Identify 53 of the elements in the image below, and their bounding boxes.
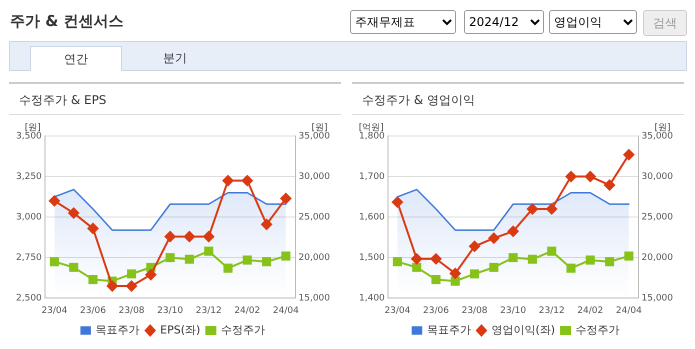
y-tick-label: 1,400: [359, 294, 386, 304]
y-tick-label: 2,500: [16, 294, 42, 304]
x-tick-label: 23/12: [196, 306, 222, 316]
text: 주가 & 컨센서스: [10, 12, 124, 31]
legend-label: 영업이익(좌): [491, 323, 556, 336]
y2-tick-label: 25,000: [642, 212, 674, 222]
y-axis-title: [원]: [24, 122, 41, 133]
text: 연간: [30, 46, 122, 71]
y-tick-label: 1,800: [359, 131, 386, 142]
x-tick-label: 23/06: [423, 306, 450, 316]
y-tick-label: 1,600: [359, 212, 386, 222]
y2-tick-label: 30,000: [642, 172, 674, 182]
text: 분기: [162, 50, 188, 66]
y-axis-title: [억원]: [358, 122, 384, 133]
y2-tick-label: 35,000: [642, 131, 674, 142]
x-tick-label: 23/10: [500, 306, 526, 316]
y-tick-label: 2,750: [16, 252, 42, 263]
text: 주재무제표: [350, 10, 456, 34]
y-tick-label: 3,500: [16, 131, 42, 142]
x-tick-label: 23/08: [462, 306, 488, 316]
legend-label: 수정주가: [576, 323, 620, 336]
text: 검색: [643, 10, 687, 36]
x-tick-label: 24/02: [577, 306, 604, 316]
x-tick-label: 24/04: [272, 306, 300, 316]
y-tick-label: 1,700: [359, 172, 386, 182]
y2-tick-label: 35,000: [298, 131, 330, 142]
x-tick-label: 24/04: [616, 306, 642, 316]
x-tick-label: 23/06: [80, 306, 106, 316]
x-tick-label: 23/04: [41, 306, 68, 316]
legend-label: 목표주가: [426, 323, 471, 336]
chart-title: 수정주가 & EPS: [19, 92, 106, 109]
y-tick-label: 1,500: [359, 252, 386, 263]
chart-title: 수정주가 & 영업이익: [362, 92, 475, 109]
x-tick-label: 23/10: [157, 306, 184, 316]
y2-axis-title: [원]: [654, 122, 671, 133]
text: 영업이익: [549, 10, 637, 34]
y2-tick-label: 25,000: [298, 212, 330, 222]
legend-label: EPS(좌): [160, 323, 200, 336]
y2-tick-label: 20,000: [642, 252, 674, 263]
y2-axis-title: [원]: [312, 122, 328, 133]
x-tick-label: 23/12: [538, 306, 565, 316]
y2-tick-label: 15,000: [298, 294, 330, 304]
legend-label: 목표주가: [96, 323, 140, 336]
text: 2024/12: [464, 10, 544, 34]
x-tick-label: 24/02: [234, 306, 260, 316]
x-tick-label: 23/08: [118, 306, 145, 316]
x-tick-label: 23/04: [384, 306, 411, 316]
y-tick-label: 3,250: [16, 172, 42, 182]
y-tick-label: 3,000: [16, 212, 42, 222]
legend-label: 수정주가: [220, 323, 265, 336]
y2-tick-label: 30,000: [298, 172, 330, 182]
y2-tick-label: 20,000: [298, 252, 330, 263]
y2-tick-label: 15,000: [642, 294, 674, 304]
